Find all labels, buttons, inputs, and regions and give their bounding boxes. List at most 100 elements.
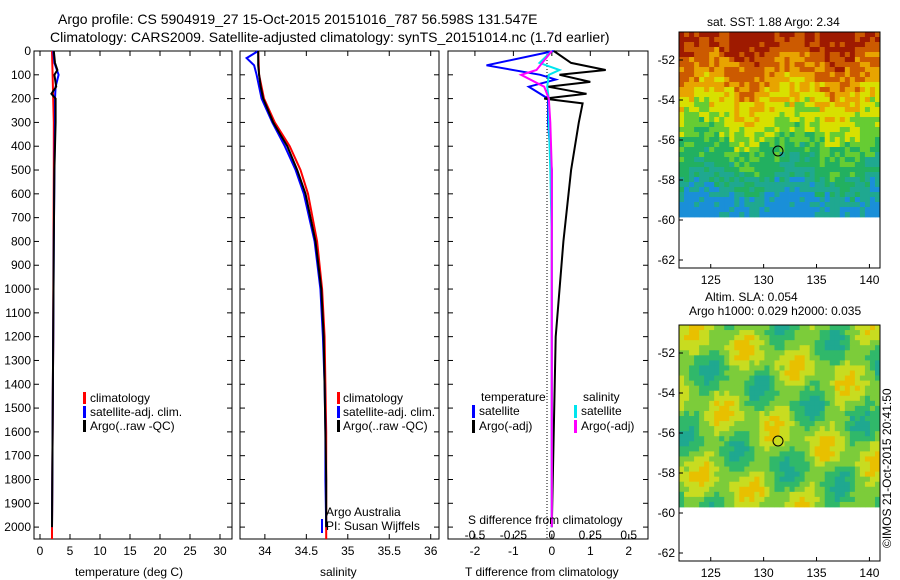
map-cell [739,77,745,83]
map-cell [754,410,760,417]
map-cell [714,37,720,43]
map-cell [699,405,705,412]
map-cell [794,67,801,73]
map-cell [804,137,811,143]
map-cell [824,390,831,397]
map-cell [734,57,740,63]
map-cell [734,202,740,208]
map-cell [679,202,685,208]
map-cell [769,132,775,138]
map-cell [764,142,770,148]
map-cell [759,47,765,53]
map-cell [744,37,750,43]
map-cell [824,355,831,361]
map-cell [734,172,740,178]
map-cell [694,355,700,361]
map-cell [744,476,750,483]
map-cell [829,117,836,123]
map-cell [794,431,801,437]
map-cell [749,405,755,412]
map-cell [804,370,811,376]
legend-temperature-title: temperature [481,390,546,404]
map-cell [749,157,755,163]
map-cell [714,471,720,478]
map-cell [779,192,785,198]
map-cell [729,192,735,198]
map-cell [814,112,821,118]
map-cell [759,187,765,193]
map-cell [799,325,806,331]
map-cell [854,340,861,346]
map-cell [749,421,755,427]
map-cell [754,355,760,361]
map-cell [839,405,846,412]
map-cell [759,375,765,382]
map-cell [834,132,841,138]
map-cell [819,142,826,148]
map-cell [829,162,836,168]
salinity-depth-ticks [240,50,439,528]
map-cell [764,496,770,503]
map-cell [764,132,770,138]
map-cell [689,350,695,356]
map-cell [834,162,841,168]
map-cell [814,52,821,58]
map-cell [769,82,775,88]
map-cell [864,350,871,356]
map-cell [854,436,861,442]
map-cell [794,496,801,503]
map-cell [709,192,715,198]
map-cell [764,177,770,183]
map-cell [694,466,700,473]
map-cell [764,42,770,48]
map-cell [694,57,700,63]
map-cell [874,360,881,366]
map-cell [819,122,826,128]
map-cell [744,436,750,442]
map-cell [759,212,765,218]
map-cell [829,87,836,93]
map-cell [759,127,765,133]
map-cell [699,87,705,93]
map-cell [699,37,705,43]
map-cell [679,451,685,457]
map-cell [759,87,765,93]
map-cell [754,416,760,422]
map-cell [869,142,876,148]
map-cell [689,127,695,133]
map-cell [694,390,700,397]
map-cell [734,142,740,148]
map-cell [854,466,861,473]
map-cell [844,192,851,198]
map-cell [809,137,816,143]
map-cell [874,456,881,462]
map-cell [804,335,811,341]
map-cell [764,67,770,73]
map-cell [834,405,841,412]
map-cell [809,491,816,498]
map-cell [809,476,816,483]
map-cell [724,446,730,452]
map-cell [724,187,730,193]
map-cell [839,436,846,442]
map-cell [814,375,821,382]
map-cell [749,466,755,473]
map-cell [689,340,695,346]
map-cell [784,335,790,341]
map-cell [734,451,740,457]
map-cell [794,375,801,382]
map-cell [724,122,730,128]
map-cell [759,365,765,371]
map-cell [694,147,700,153]
map-cell [819,456,826,462]
map-cell [714,177,720,183]
map-cell [709,137,715,143]
map-cell [769,77,775,83]
map-cell [834,466,841,473]
map-cell [719,335,725,341]
map-cell [699,97,705,103]
map-cell [719,92,725,98]
map-cell [839,62,846,68]
map-cell [849,471,856,478]
map-cell [744,92,750,98]
